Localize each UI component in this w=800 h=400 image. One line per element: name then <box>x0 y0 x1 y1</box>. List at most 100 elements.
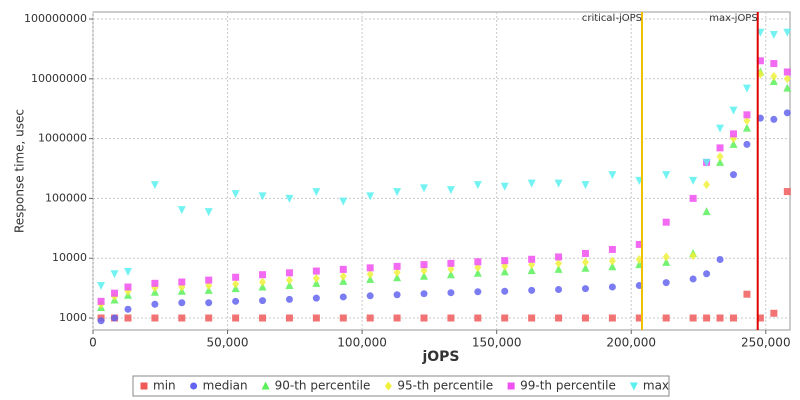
point <box>205 276 213 284</box>
point <box>716 124 725 133</box>
point <box>528 314 536 322</box>
point <box>783 68 791 76</box>
point <box>111 314 119 322</box>
point <box>770 60 778 68</box>
point <box>689 176 698 185</box>
point <box>258 192 267 201</box>
point <box>420 261 428 269</box>
point <box>366 269 374 279</box>
point <box>608 283 616 291</box>
point <box>420 184 429 193</box>
y-tick-label: 1000 <box>59 311 87 324</box>
point <box>151 279 159 287</box>
point <box>769 77 778 86</box>
legend-label: min <box>153 379 176 393</box>
point <box>742 84 751 93</box>
point <box>662 252 670 262</box>
point <box>501 314 509 322</box>
annotation-label: critical-jOPS <box>582 13 642 24</box>
point <box>232 297 240 305</box>
point <box>473 268 482 277</box>
point <box>501 257 509 265</box>
point <box>756 314 764 322</box>
point <box>339 276 348 285</box>
point <box>743 290 751 298</box>
point <box>474 314 482 322</box>
point <box>783 74 791 84</box>
legend-marker <box>140 382 148 390</box>
x-tick-label: 0 <box>89 336 97 350</box>
point <box>703 270 711 278</box>
point <box>662 314 670 322</box>
point <box>783 188 791 196</box>
point <box>366 292 374 300</box>
point <box>111 289 119 297</box>
x-tick-label: 50,000 <box>207 336 249 350</box>
y-tick-label: 1000000 <box>38 132 87 145</box>
point <box>742 123 751 132</box>
legend-box <box>132 375 670 397</box>
point <box>285 269 293 277</box>
point <box>178 314 186 322</box>
point <box>312 188 321 197</box>
point <box>662 279 670 287</box>
point <box>501 287 509 295</box>
legend-label: 90-th percentile <box>275 379 371 393</box>
x-tick-label: 150,000 <box>472 336 522 350</box>
point <box>285 275 293 285</box>
point <box>473 181 482 190</box>
point <box>756 57 764 65</box>
point <box>581 257 589 267</box>
point <box>581 285 589 293</box>
point <box>689 275 697 283</box>
point <box>97 297 105 305</box>
point <box>124 305 132 313</box>
point <box>662 257 671 266</box>
point <box>554 179 563 188</box>
point <box>420 271 429 280</box>
point <box>97 281 106 290</box>
point <box>393 188 402 197</box>
point <box>783 109 791 117</box>
point <box>689 251 697 261</box>
point <box>716 144 724 152</box>
y-tick-label: 100000 <box>45 191 87 204</box>
point <box>232 273 240 281</box>
legend-marker <box>629 382 638 391</box>
point <box>528 255 536 263</box>
point <box>312 267 320 275</box>
point <box>783 28 792 37</box>
point <box>555 253 563 261</box>
point <box>729 130 737 138</box>
point <box>703 180 711 190</box>
legend-marker <box>261 381 270 390</box>
point <box>527 266 536 275</box>
point <box>555 314 563 322</box>
point <box>259 277 267 287</box>
point <box>312 314 320 322</box>
point <box>581 249 589 257</box>
point <box>662 218 670 226</box>
x-tick-label: 200,000 <box>606 336 656 350</box>
x-tick-label: 100,000 <box>337 336 387 350</box>
point <box>689 314 697 322</box>
point <box>124 314 132 322</box>
point <box>339 271 347 281</box>
point <box>743 140 751 148</box>
point <box>446 186 455 195</box>
point <box>259 297 267 305</box>
point <box>366 314 374 322</box>
point <box>703 314 711 322</box>
point <box>177 206 186 215</box>
point <box>393 262 401 270</box>
point <box>500 267 509 276</box>
point <box>259 314 267 322</box>
point <box>608 262 617 271</box>
point <box>366 264 374 272</box>
legend-label: 99-th percentile <box>520 379 616 393</box>
legend-label: median <box>203 379 248 393</box>
point <box>783 83 792 92</box>
point <box>635 240 643 248</box>
point <box>447 259 455 267</box>
